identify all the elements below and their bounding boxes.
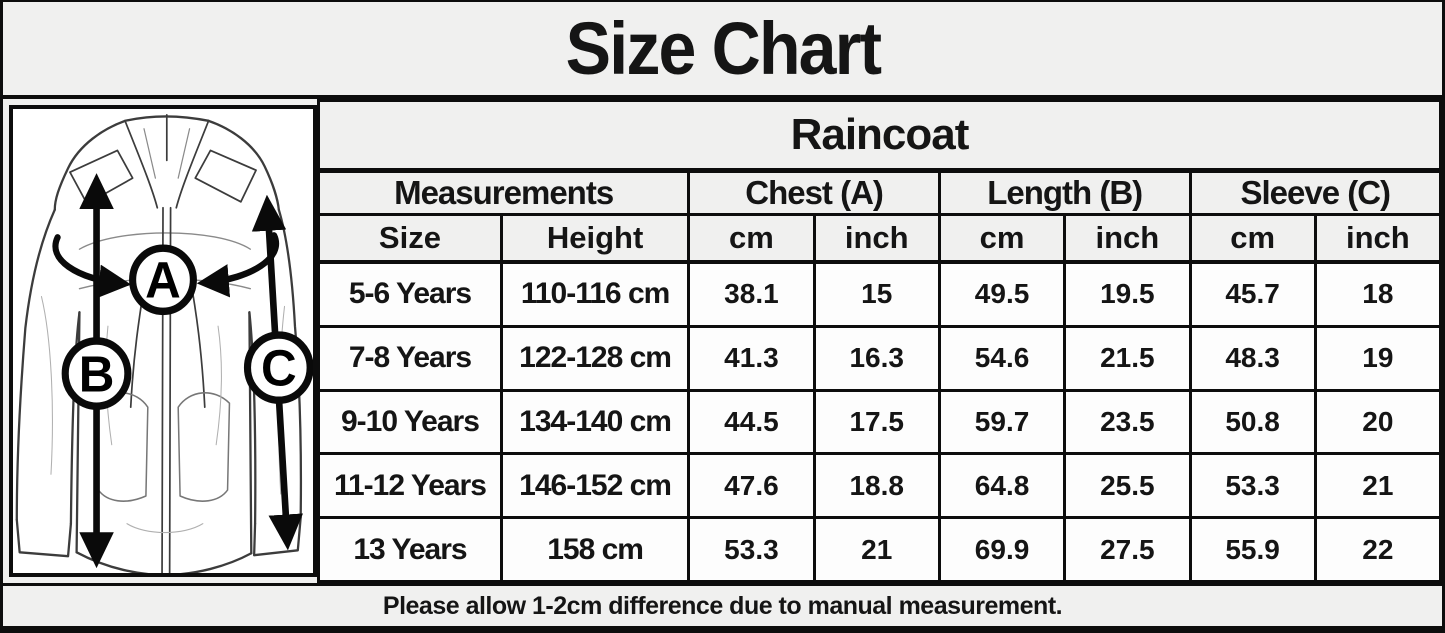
chest-arrow-right	[196, 232, 279, 298]
raincoat-diagram: A B C	[15, 114, 313, 573]
value-cell: 38.1	[687, 260, 816, 328]
size-table: Raincoat Measurements Chest (A) Length (…	[316, 99, 1443, 583]
value-cell: 21	[1313, 452, 1443, 520]
value-cell: 53.3	[687, 516, 816, 583]
value-cell: 20	[1313, 388, 1443, 456]
size-table-wrap: Raincoat Measurements Chest (A) Length (…	[316, 99, 1443, 583]
column-header-sleeve-inch: inch	[1313, 213, 1443, 264]
sleeve-circle	[243, 331, 313, 404]
value-cell: 25.5	[1063, 452, 1192, 520]
column-group-sleeve: Sleeve (C)	[1188, 169, 1443, 216]
value-cell: 27.5	[1063, 516, 1192, 583]
table-row: 9-10 Years 134-140 cm 44.5 17.5 59.7 23.5 50.8…	[317, 388, 1443, 456]
column-header-length-cm: cm	[937, 213, 1067, 264]
value-cell: 16.3	[812, 324, 941, 392]
product-header-row: Raincoat	[317, 99, 1442, 173]
value-cell: 21.5	[1063, 324, 1192, 392]
raincoat-diagram-panel: A B C	[9, 105, 317, 577]
height-cell: 146-152 cm	[499, 452, 691, 520]
column-header-size: Size	[317, 213, 503, 264]
table-row: 7-8 Years 122-128 cm 41.3 16.3 54.6 21.5 48.3 1…	[317, 324, 1443, 392]
value-cell: 15	[812, 260, 941, 328]
value-cell: 48.3	[1188, 324, 1317, 392]
column-group-chest: Chest (A)	[687, 169, 941, 216]
sub-header-row: Size Height cm inch cm inch cm inch	[317, 213, 1443, 264]
size-cell: 9-10 Years	[317, 388, 503, 456]
value-cell: 45.7	[1188, 260, 1317, 328]
value-cell: 18.8	[812, 452, 941, 520]
title-bar: Size Chart	[3, 2, 1442, 99]
value-cell: 19.5	[1063, 260, 1192, 328]
group-header-row: Measurements Chest (A) Length (B) Sleeve…	[316, 169, 1443, 216]
value-cell: 47.6	[687, 452, 816, 520]
column-header-sleeve-cm: cm	[1188, 213, 1317, 264]
footer-bar: Please allow 1-2cm difference due to man…	[3, 583, 1442, 626]
page-title: Size Chart	[565, 7, 881, 90]
content-area: A B C Raincoat	[3, 99, 1443, 583]
table-row: 13 Years 158 cm 53.3 21 69.9 27.5 55.9 22	[317, 516, 1443, 583]
table-row: 11-12 Years 146-152 cm 47.6 18.8 64.8 25.5 53.…	[317, 452, 1443, 520]
column-header-chest-cm: cm	[687, 213, 816, 264]
sleeve-label-c: C	[261, 339, 297, 397]
value-cell: 41.3	[687, 324, 816, 392]
size-cell: 11-12 Years	[317, 452, 503, 520]
column-group-length: Length (B)	[937, 169, 1192, 216]
value-cell: 49.5	[937, 260, 1067, 328]
value-cell: 53.3	[1188, 452, 1317, 520]
value-cell: 19	[1313, 324, 1443, 392]
value-cell: 55.9	[1188, 516, 1317, 583]
value-cell: 54.6	[937, 324, 1067, 392]
chest-circle	[129, 244, 197, 316]
table-row: 5-6 Years 110-116 cm 38.1 15 49.5 19.5 45.7 18	[317, 260, 1443, 328]
measurement-letters: A B C	[61, 244, 313, 410]
value-cell: 18	[1313, 260, 1443, 328]
height-cell: 110-116 cm	[499, 260, 691, 328]
footer-note: Please allow 1-2cm difference due to man…	[382, 591, 1063, 620]
column-header-length-inch: inch	[1063, 213, 1192, 264]
height-cell: 158 cm	[499, 516, 691, 583]
size-cell: 13 Years	[317, 516, 503, 583]
value-cell: 64.8	[937, 452, 1067, 520]
product-name: Raincoat	[317, 99, 1442, 173]
size-cell: 5-6 Years	[317, 260, 503, 328]
value-cell: 59.7	[937, 388, 1067, 456]
column-header-chest-inch: inch	[812, 213, 941, 264]
size-table-body: 5-6 Years 110-116 cm 38.1 15 49.5 19.5 45.7 18 7…	[317, 260, 1443, 583]
column-header-height: Height	[499, 213, 691, 264]
value-cell: 44.5	[687, 388, 816, 456]
length-label-b: B	[79, 344, 115, 402]
value-cell: 22	[1313, 516, 1443, 583]
chest-label-a: A	[145, 251, 181, 309]
value-cell: 23.5	[1063, 388, 1192, 456]
size-cell: 7-8 Years	[317, 324, 503, 392]
value-cell: 50.8	[1188, 388, 1317, 456]
value-cell: 17.5	[812, 388, 941, 456]
height-cell: 134-140 cm	[499, 388, 691, 456]
value-cell: 69.9	[937, 516, 1067, 583]
value-cell: 21	[812, 516, 941, 583]
chest-arrow-left	[52, 234, 132, 298]
height-cell: 122-128 cm	[499, 324, 691, 392]
column-group-measurements: Measurements	[316, 169, 691, 216]
length-circle	[61, 337, 132, 410]
